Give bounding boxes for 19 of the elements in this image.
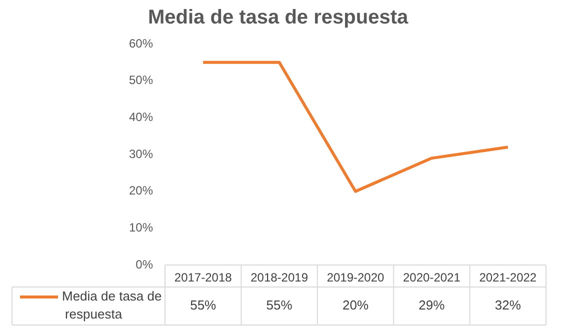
x-tick-label: 2017-2018 [174, 270, 232, 285]
y-tick-label: 60% [128, 36, 154, 50]
y-tick-label: 40% [128, 110, 154, 124]
y-tick-label: 30% [128, 146, 154, 161]
data-label: 29% [418, 298, 446, 313]
y-tick-label: 10% [128, 220, 154, 234]
x-tick-label: 2018-2019 [250, 270, 308, 285]
data-label: 55% [266, 298, 293, 313]
y-tick-label: 20% [128, 184, 154, 198]
legend-label: Media de tasa de respuesta [62, 288, 162, 322]
y-tick-label: 50% [128, 73, 154, 88]
data-label: 20% [342, 298, 369, 313]
y-tick-label: 0% [136, 257, 154, 272]
chart-title: Media de tasa de respuesta [148, 6, 409, 29]
x-tick-label: 2021-2022 [479, 270, 537, 285]
x-tick-label: 2019-2020 [326, 270, 385, 285]
data-label: 32% [494, 298, 522, 313]
x-tick-label: 2020-2021 [403, 270, 461, 285]
data-label: 55% [190, 298, 217, 313]
